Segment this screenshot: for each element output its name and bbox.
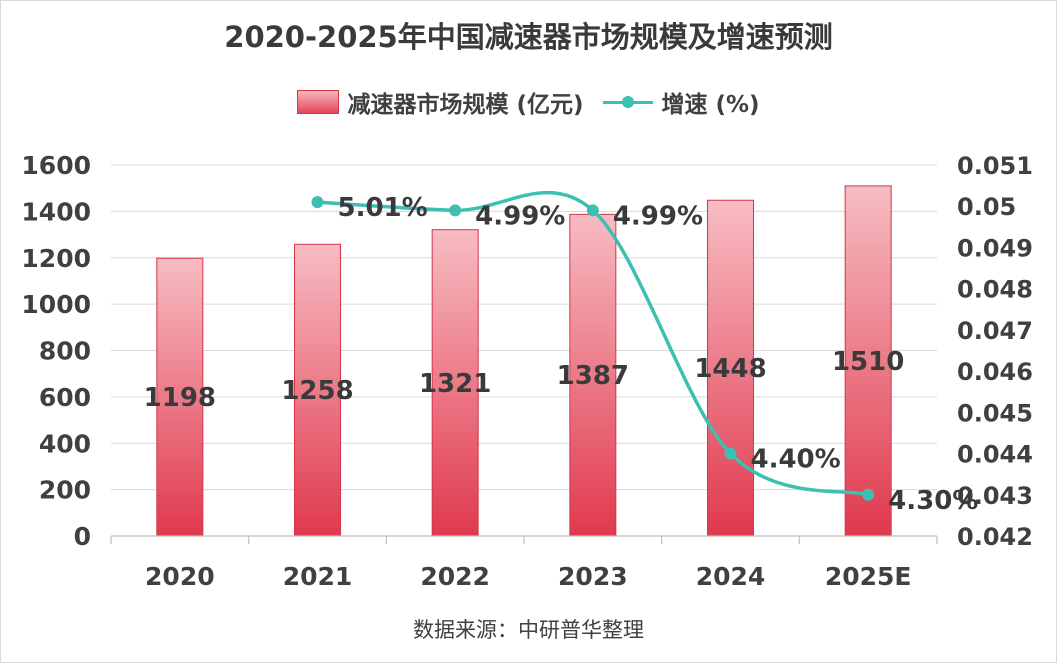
y-right-tick-label: 0.047 — [957, 317, 1033, 345]
y-left-tick-label: 200 — [39, 476, 91, 505]
y-left-tick-label: 1000 — [21, 290, 91, 319]
y-right-tick-label: 0.05 — [957, 193, 1016, 221]
bar-value-label: 1448 — [694, 354, 766, 384]
growth-point — [586, 204, 599, 217]
growth-point — [862, 488, 875, 501]
legend-line-swatch — [603, 94, 654, 110]
bar-value-label: 1321 — [419, 369, 491, 399]
bar — [431, 229, 479, 537]
bars — [156, 185, 892, 537]
x-tick-label: 2021 — [283, 562, 353, 591]
legend-bar-swatch — [297, 90, 340, 114]
bar-value-label: 1510 — [832, 347, 904, 377]
growth-point — [311, 196, 324, 209]
bar-value-label: 1387 — [557, 361, 629, 391]
y-left-tick-label: 0 — [74, 522, 91, 551]
legend: 减速器市场规模 (亿元) 增速 (%) — [0, 85, 1057, 119]
data-labels: 1198 1258 1321 1387 1448 1510 5.01% 4.99% 4.99% 4… — [144, 193, 979, 516]
y-left-tick-label: 400 — [39, 429, 91, 458]
legend-item-bar: 减速器市场规模 (亿元) — [297, 85, 583, 119]
x-tick-label: 2020 — [145, 562, 215, 591]
growth-line — [311, 190, 875, 501]
legend-item-line: 增速 (%) — [603, 85, 760, 119]
growth-value-label: 4.30% — [888, 486, 978, 516]
x-tick-label: 2022 — [420, 562, 490, 591]
y-left-tick-label: 1200 — [21, 244, 91, 273]
x-tick-label: 2024 — [696, 562, 766, 591]
x-tick-label: 2025E — [825, 562, 912, 591]
y-right-tick-label: 0.043 — [957, 482, 1033, 510]
growth-point — [449, 204, 462, 217]
growth-value-label: 5.01% — [338, 193, 428, 223]
bar-value-label: 1198 — [144, 383, 216, 413]
bar — [294, 243, 341, 537]
y-left-tick-label: 1400 — [21, 197, 91, 226]
growth-value-label: 4.99% — [475, 201, 565, 231]
bar-value-label: 1258 — [281, 376, 353, 406]
legend-line-label: 增速 (%) — [661, 92, 760, 118]
x-tick-label: 2023 — [558, 562, 628, 591]
growth-point — [724, 447, 737, 460]
bar — [569, 213, 617, 537]
bar — [707, 199, 754, 537]
y-right-tick-label: 0.042 — [957, 523, 1033, 551]
growth-value-label: 4.99% — [613, 201, 703, 231]
y-right-tick-label: 0.045 — [957, 399, 1033, 427]
axes: 0 200 400 600 800 1000 1200 1400 1600 0.042 0.043 0… — [21, 151, 1033, 591]
legend-bar-label: 减速器市场规模 (亿元) — [347, 92, 584, 118]
source-note: 数据来源：中研普华整理 — [413, 618, 644, 642]
y-right-tick-label: 0.044 — [957, 441, 1033, 469]
chart-title: 2020-2025年中国减速器市场规模及增速预测 — [224, 20, 833, 54]
growth-value-label: 4.40% — [751, 445, 841, 475]
y-left-tick-label: 600 — [39, 383, 91, 412]
y-left-tick-label: 1600 — [21, 151, 91, 180]
y-right-tick-label: 0.051 — [957, 152, 1033, 180]
growth-line-path — [317, 190, 869, 497]
y-left-tick-label: 800 — [39, 337, 91, 366]
y-right-tick-label: 0.049 — [957, 234, 1033, 262]
y-right-tick-label: 0.046 — [957, 358, 1033, 386]
y-right-tick-label: 0.048 — [957, 276, 1033, 304]
